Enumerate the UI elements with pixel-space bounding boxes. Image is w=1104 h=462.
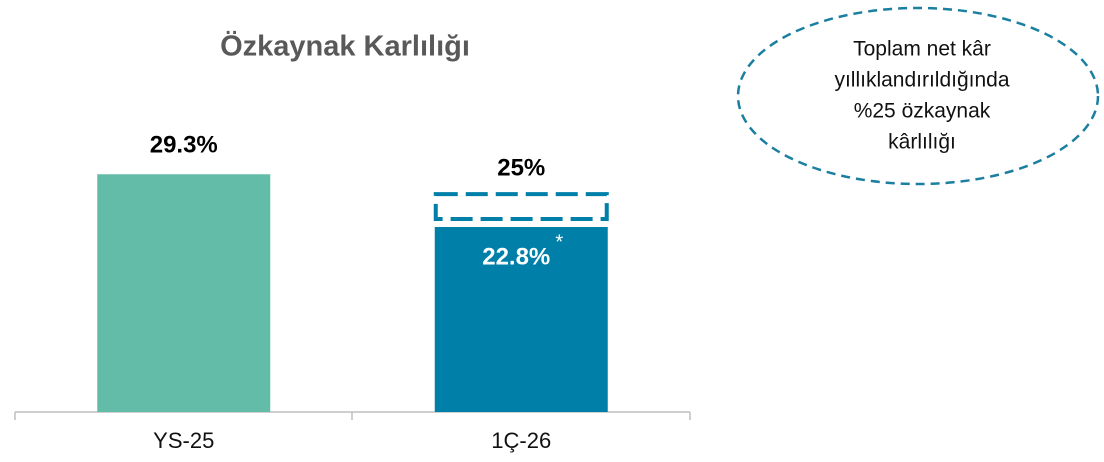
annotation-text: Toplam net kâr xyxy=(853,38,991,61)
bar xyxy=(97,174,271,412)
footnote-marker: * xyxy=(555,231,563,253)
x-tick-label: YS-25 xyxy=(153,428,214,453)
value-label: 22.8% xyxy=(482,243,550,270)
chart-title: Özkaynak Karlılığı xyxy=(220,30,470,63)
annotation-text: yıllıklandırıldığında xyxy=(834,69,1009,92)
annotation-text: %25 özkaynak xyxy=(854,100,991,123)
annotation-text: kârlılığı xyxy=(888,131,956,154)
x-tick-label: 1Ç-26 xyxy=(491,428,551,453)
annotation-bubble xyxy=(736,6,1100,186)
annualized-label: 25% xyxy=(497,154,545,181)
annualized-box xyxy=(433,192,609,221)
bar xyxy=(434,226,608,412)
value-label: 29.3% xyxy=(150,132,218,159)
